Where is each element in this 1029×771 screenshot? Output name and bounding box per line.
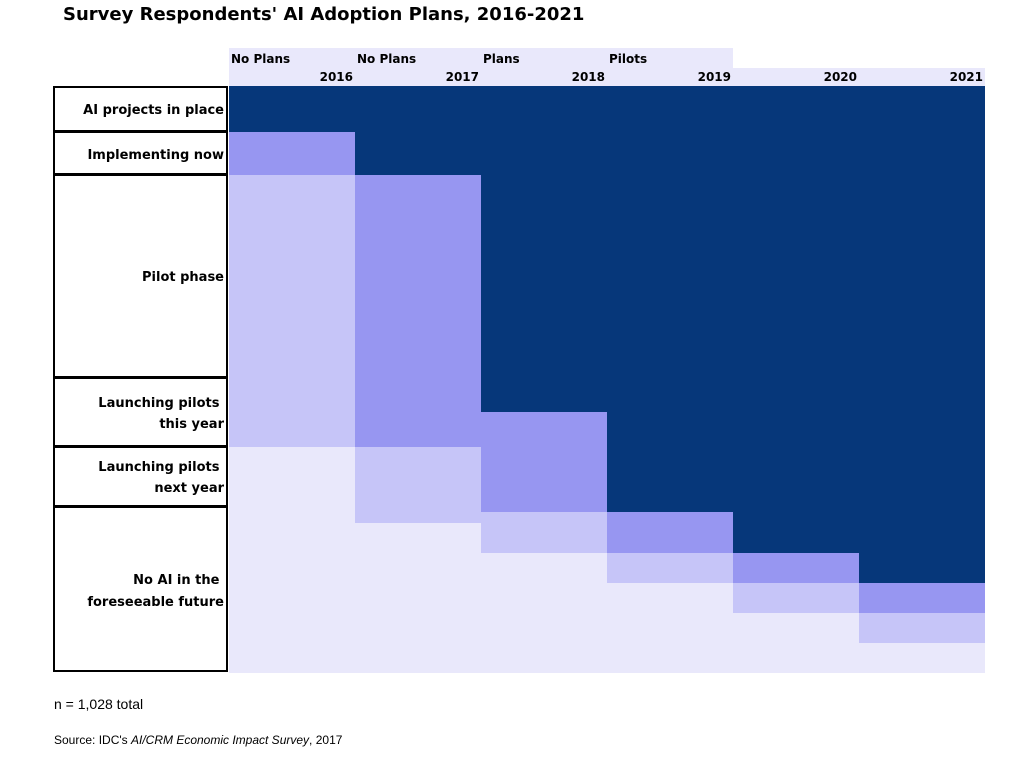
year-label-2018: 2018 <box>572 70 605 84</box>
column-2019-medium <box>607 512 733 553</box>
category-label-5-line-2: foreseeable future <box>87 595 224 610</box>
plot-area <box>229 86 985 673</box>
category-box-1 <box>53 131 228 175</box>
adoption-chart: No Plans No Plans Plans Pilots 2016 2017… <box>53 48 985 673</box>
category-label-4: Launching pilots next year <box>98 460 224 496</box>
category-label-column: AI projects in place Implementing now Pi… <box>53 86 228 672</box>
year-label-2020: 2020 <box>824 70 857 84</box>
sample-size-note: n = 1,028 total <box>54 696 144 712</box>
category-box-2 <box>53 174 228 378</box>
year-label-2021: 2021 <box>950 70 983 84</box>
source-survey-name: AI/CRM Economic Impact Survey <box>130 733 310 747</box>
header-tag-0: No Plans <box>231 52 290 66</box>
category-label-5-line-1: No AI in the <box>133 573 219 588</box>
source-note: Source: IDC's AI/CRM Economic Impact Sur… <box>54 733 342 747</box>
source-prefix: Source: IDC's <box>54 733 131 747</box>
column-2018-light <box>481 512 607 553</box>
column-2020-light <box>733 583 859 613</box>
column-2016-light <box>229 175 355 447</box>
category-label-2: Pilot phase <box>142 270 224 285</box>
chart-title: Survey Respondents' AI Adoption Plans, 2… <box>63 4 585 25</box>
header-tag-2: Plans <box>483 52 520 66</box>
column-2017-light <box>355 447 481 523</box>
category-label-3: Launching pilots this year <box>98 396 224 432</box>
column-2018-medium <box>481 412 607 512</box>
year-label-2017: 2017 <box>446 70 479 84</box>
category-label-3-line-1: Launching pilots <box>98 396 219 411</box>
category-label-4-line-2: next year <box>154 481 224 496</box>
column-2019-light <box>607 553 733 583</box>
category-box-0 <box>53 86 228 132</box>
category-label-0: AI projects in place <box>83 103 224 118</box>
column-2020-medium <box>733 553 859 583</box>
source-suffix: , 2017 <box>309 733 343 747</box>
category-label-5: No AI in the foreseeable future <box>87 573 224 610</box>
header-tag-1: No Plans <box>357 52 416 66</box>
header-band-bottom <box>229 68 985 86</box>
category-label-4-line-1: Launching pilots <box>98 460 219 475</box>
column-2020-dark <box>733 86 859 553</box>
column-2021-dark <box>859 86 985 583</box>
column-2016-medium <box>229 132 355 175</box>
year-label-2019: 2019 <box>698 70 731 84</box>
header-band-top <box>229 48 733 68</box>
header-tag-3: Pilots <box>609 52 647 66</box>
category-label-3-line-2: this year <box>159 417 224 432</box>
column-2017-medium <box>355 175 481 447</box>
year-label-2016: 2016 <box>320 70 353 84</box>
column-2019-dark <box>607 86 733 512</box>
category-label-1: Implementing now <box>87 148 224 163</box>
column-2021-light <box>859 613 985 643</box>
column-2018-dark <box>481 86 607 412</box>
category-box-3 <box>53 377 228 447</box>
category-box-4 <box>53 446 228 507</box>
column-2021-medium <box>859 583 985 613</box>
column-2017-dark <box>355 86 481 175</box>
column-2016-dark <box>229 86 355 132</box>
category-box-5 <box>53 506 228 672</box>
